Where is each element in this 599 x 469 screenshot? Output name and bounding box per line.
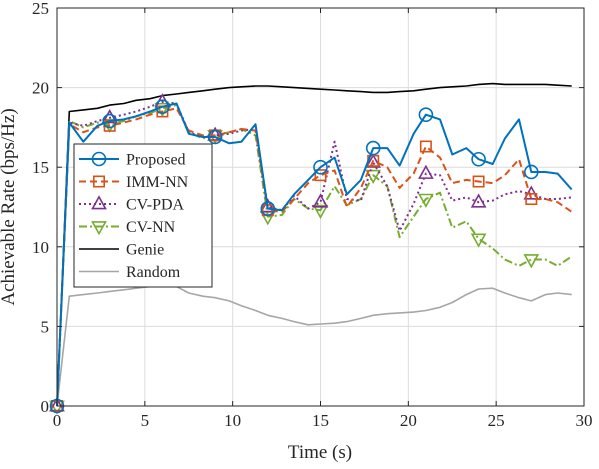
- legend: Proposed IMM-NN CV-PDA CV-NN Genie Random: [73, 143, 213, 288]
- series-proposed: [49, 99, 573, 414]
- legend-marker: [91, 195, 107, 210]
- data-point-marker: [102, 113, 117, 129]
- data-point-marker: [418, 164, 434, 179]
- data-point-marker: [365, 140, 381, 156]
- data-point-marker: [523, 164, 539, 180]
- data-point-marker: [313, 159, 328, 175]
- data-point-marker: [101, 109, 118, 124]
- data-point-marker: [155, 99, 170, 115]
- data-point-marker: [523, 254, 540, 269]
- legend-label: CV-NN: [126, 219, 176, 236]
- x-tick-label: 10: [224, 411, 241, 430]
- data-point-marker: [260, 201, 276, 216]
- legend-box: [73, 143, 213, 288]
- data-point-marker: [314, 169, 327, 182]
- series-line: [56, 104, 573, 407]
- data-point-marker: [525, 193, 538, 206]
- legend-marker: [91, 221, 107, 236]
- legend-item: CV-NN: [79, 219, 176, 236]
- x-tick-label: 0: [53, 411, 62, 430]
- data-point-marker: [312, 193, 329, 208]
- series-genie: [56, 82, 572, 407]
- y-tick-label: 10: [32, 238, 49, 257]
- data-point-marker: [154, 102, 171, 118]
- y-tick-label: 20: [32, 79, 49, 98]
- legend-label: Proposed: [126, 152, 186, 169]
- axis-ticks: 0 5 10 15 20 25 30 0 5 10 15 20 25: [32, 0, 593, 430]
- data-point-marker: [523, 185, 540, 200]
- legend-label: Genie: [126, 242, 164, 259]
- series-line: [56, 82, 572, 407]
- data-point-marker: [418, 193, 434, 208]
- x-tick-label: 30: [576, 411, 593, 430]
- data-point-marker: [365, 153, 382, 168]
- series-layer: [49, 82, 573, 415]
- x-axis-label: Time (s): [288, 442, 352, 463]
- data-point-marker: [470, 233, 487, 248]
- data-point-marker: [418, 107, 434, 122]
- data-point-marker: [470, 193, 487, 208]
- legend-item: Proposed: [79, 152, 186, 169]
- legend-item: Random: [79, 264, 181, 281]
- data-point-marker: [207, 129, 223, 145]
- legend-marker: [91, 151, 107, 167]
- y-tick-label: 0: [41, 397, 50, 416]
- x-tick-label: 15: [312, 411, 329, 430]
- x-tick-label: 25: [488, 411, 505, 430]
- y-tick-label: 25: [32, 0, 49, 18]
- legend-marker: [93, 175, 106, 188]
- series-line: [56, 107, 573, 407]
- legend-item: Genie: [79, 242, 164, 259]
- legend-item: CV-PDA: [79, 195, 185, 214]
- y-tick-label: 15: [32, 158, 49, 177]
- x-tick-label: 20: [400, 411, 417, 430]
- data-point-marker: [419, 140, 432, 153]
- data-point-marker: [365, 169, 382, 184]
- series-line: [56, 102, 573, 407]
- data-point-marker: [312, 204, 329, 219]
- legend-item: IMM-NN: [79, 174, 189, 191]
- y-tick-label: 5: [41, 317, 50, 336]
- data-point-marker: [471, 151, 486, 167]
- legend-label: CV-PDA: [126, 197, 185, 214]
- x-tick-label: 5: [141, 411, 150, 430]
- data-point-marker: [472, 175, 485, 188]
- legend-label: Random: [126, 264, 181, 281]
- y-axis-label: Achievable Rate (bps/Hz): [0, 108, 19, 305]
- series-line: [56, 100, 572, 407]
- legend-label: IMM-NN: [126, 174, 189, 191]
